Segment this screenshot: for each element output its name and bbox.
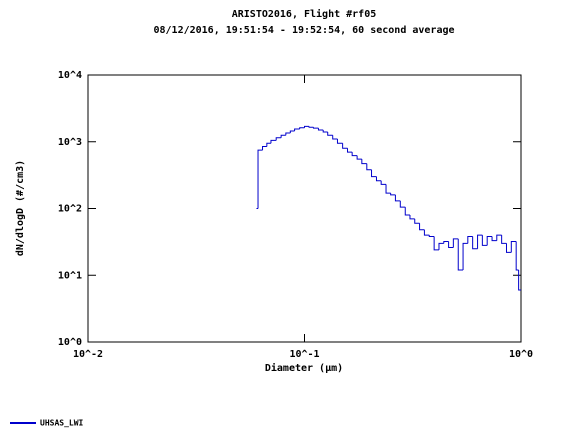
y-tick-label: 10^0 xyxy=(58,337,82,348)
step-segment xyxy=(322,129,328,133)
step-segment xyxy=(356,155,362,160)
step-segment xyxy=(285,132,291,136)
step-segment xyxy=(462,242,468,270)
step-segment xyxy=(433,236,439,251)
step-segment xyxy=(270,139,277,144)
step-segment xyxy=(505,243,512,253)
step-segment xyxy=(457,238,464,271)
step-segment xyxy=(510,241,517,253)
step-segment xyxy=(452,238,459,248)
step-segment xyxy=(409,214,415,220)
step-segment xyxy=(518,269,521,291)
step-segment xyxy=(375,176,382,182)
step-segment xyxy=(501,235,507,244)
step-segment xyxy=(448,241,454,249)
step-segment xyxy=(327,131,333,136)
step-segment xyxy=(390,193,396,196)
step-segment xyxy=(496,234,502,241)
step-segment xyxy=(419,223,425,231)
x-tick-label: 10^-2 xyxy=(73,349,103,360)
step-segment xyxy=(438,242,444,250)
plot-frame xyxy=(87,74,522,343)
step-segment xyxy=(294,128,300,131)
y-axis-label: dN/dlogD (#/cm3) xyxy=(15,160,26,256)
step-segment xyxy=(404,207,410,216)
step-segment xyxy=(262,145,267,151)
chart-title: ARISTO2016, Flight #rf05 xyxy=(232,8,377,20)
step-segment xyxy=(428,235,435,238)
step-segment xyxy=(317,128,324,131)
step-segment xyxy=(443,241,449,244)
step-segment xyxy=(257,149,263,209)
y-tick-label: 10^2 xyxy=(58,204,82,215)
step-segment xyxy=(394,194,401,202)
legend-label: UHSAS_LWI xyxy=(40,419,84,428)
step-segment xyxy=(266,142,271,147)
step-segment xyxy=(477,234,483,249)
y-tick-label: 10^4 xyxy=(58,70,82,81)
step-segment xyxy=(380,180,387,185)
step-segment xyxy=(385,184,391,194)
y-tick-label: 10^3 xyxy=(58,137,82,148)
step-segment xyxy=(467,236,473,244)
step-segment xyxy=(342,143,348,149)
step-segment xyxy=(371,169,377,178)
step-segment xyxy=(486,236,493,246)
x-tick-label: 10^-1 xyxy=(289,349,319,360)
x-axis-label: Diameter (µm) xyxy=(265,362,343,374)
step-segment xyxy=(472,236,478,250)
chart-subtitle: 08/12/2016, 19:51:54 - 19:52:54, 60 seco… xyxy=(153,25,454,36)
step-segment xyxy=(312,127,319,129)
step-segment xyxy=(299,127,305,130)
y-tick-label: 10^1 xyxy=(58,270,82,281)
step-segment xyxy=(336,138,343,144)
x-tick-label: 10^0 xyxy=(509,349,533,360)
step-segment xyxy=(351,152,358,157)
step-segment xyxy=(275,137,282,141)
step-segment xyxy=(289,130,295,134)
step-segment xyxy=(423,229,430,236)
step-segment xyxy=(280,134,286,138)
step-segment xyxy=(481,235,488,246)
step-segment xyxy=(361,159,367,165)
step-segment xyxy=(366,163,372,171)
step-segment xyxy=(491,236,497,242)
step-segment xyxy=(304,125,310,128)
step-segment xyxy=(414,218,420,224)
step-segment xyxy=(332,135,338,140)
step-segment xyxy=(399,200,406,208)
step-segment xyxy=(308,126,314,128)
step-segment xyxy=(347,148,353,153)
step-segment xyxy=(515,241,519,271)
